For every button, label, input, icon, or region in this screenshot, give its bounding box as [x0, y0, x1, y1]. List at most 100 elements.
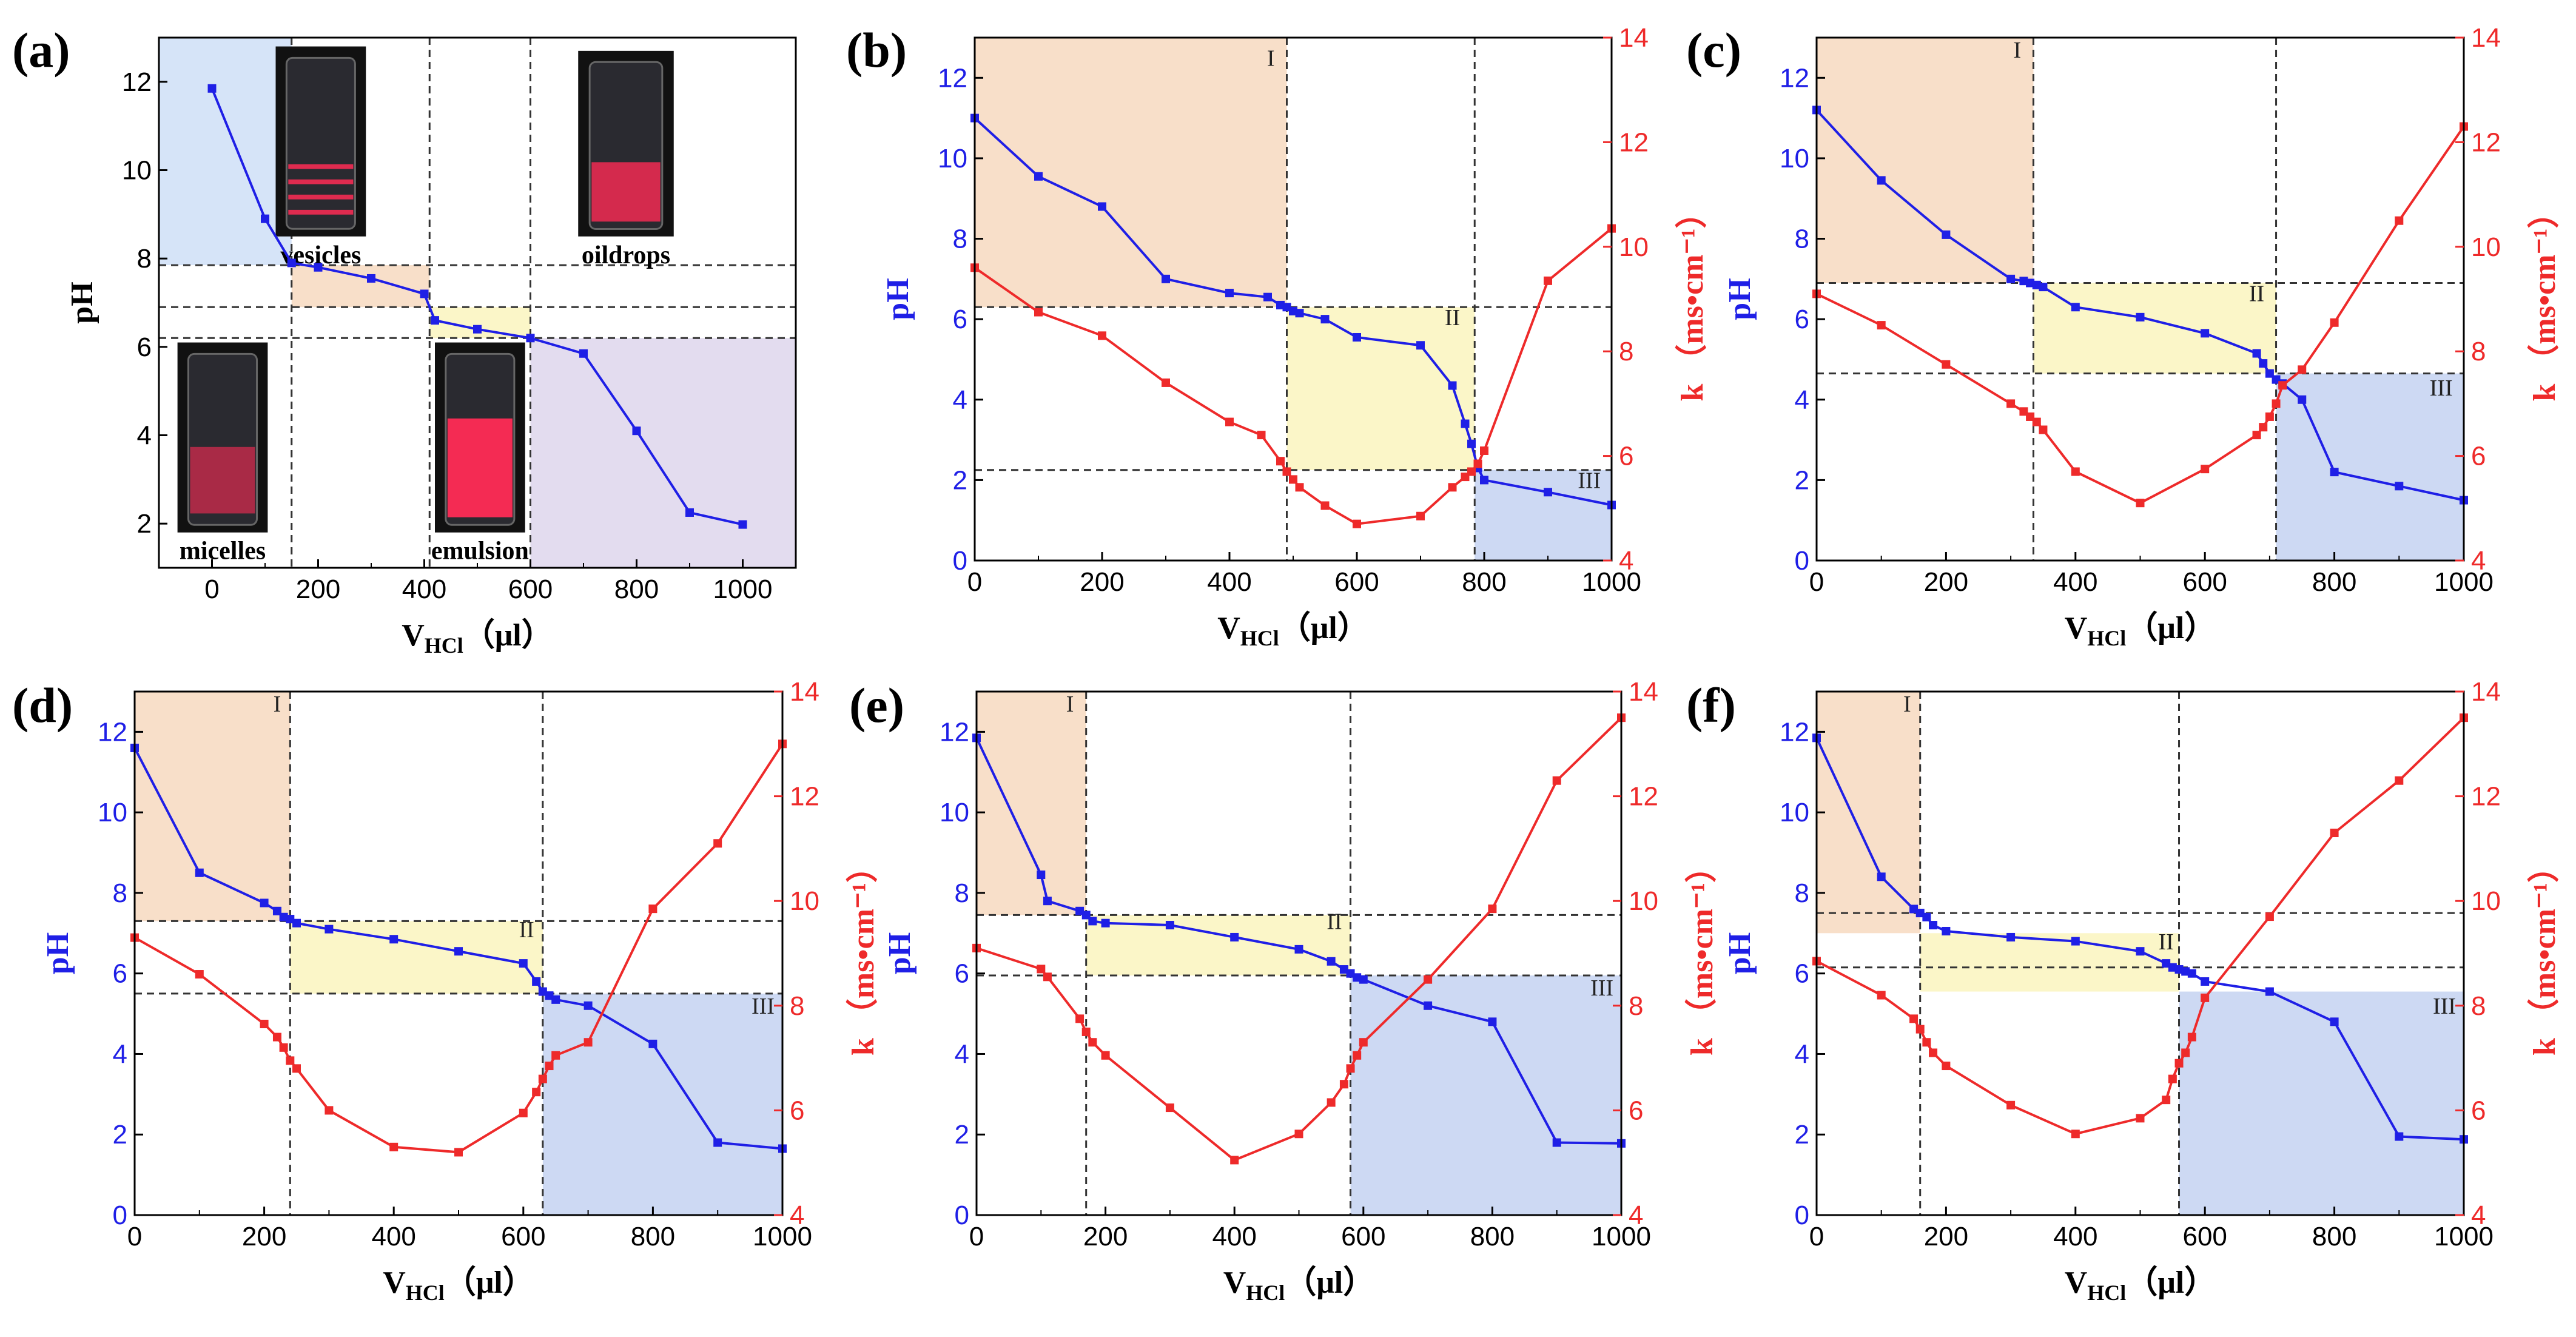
series-k-point — [325, 1106, 334, 1115]
y-tick-label: 6 — [113, 959, 127, 989]
series-pH-point — [454, 947, 463, 956]
series-k-point — [1473, 459, 1482, 468]
series-pH-point — [2252, 349, 2261, 358]
series-pH-point — [1346, 969, 1355, 978]
y-tick-label: 12 — [98, 717, 127, 747]
series-pH-point — [1165, 921, 1174, 930]
x-tick-label: 0 — [967, 567, 982, 597]
glow-band — [288, 209, 354, 215]
series-pH-point — [532, 977, 541, 986]
region-1 — [977, 692, 1086, 915]
y-tick-label: 0 — [953, 546, 967, 576]
y-axis-label: pH — [1723, 932, 1757, 974]
region-4 — [530, 338, 796, 568]
series-pH-point — [2330, 1017, 2339, 1026]
series-k-point — [1162, 378, 1170, 387]
region-label: I — [274, 692, 281, 717]
series-k-point — [1416, 511, 1425, 520]
x-tick-label: 600 — [2182, 1222, 2227, 1251]
photo-label: oildrops — [582, 241, 670, 269]
series-k-point — [1230, 1156, 1239, 1165]
series-k-point — [1448, 483, 1457, 492]
x-axis-label-unit: （μl） — [445, 1265, 534, 1300]
series-pH-point — [1544, 488, 1552, 497]
region-3 — [542, 993, 782, 1215]
y-tick-label: 0 — [1795, 1201, 1809, 1230]
series-pH-point — [2265, 987, 2274, 996]
series-k-point — [1424, 975, 1433, 984]
series-k-point — [713, 839, 722, 848]
series-pH-point — [1075, 906, 1085, 915]
series-pH-point — [2201, 329, 2210, 338]
series-pH-point — [526, 334, 535, 343]
region-3 — [2179, 991, 2464, 1215]
series-pH-point — [1909, 904, 1919, 914]
series-pH-point — [389, 935, 399, 944]
series-k-point — [1282, 467, 1291, 476]
y-tick-label: 8 — [955, 878, 969, 908]
series-k-point — [1327, 1098, 1336, 1107]
series-pH-point — [1294, 945, 1303, 954]
series-k-point — [2265, 412, 2274, 421]
x-tick-label: 600 — [1341, 1222, 1385, 1251]
series-pH-point — [1467, 439, 1476, 448]
series-pH-point — [2168, 963, 2177, 972]
region-1 — [135, 692, 291, 921]
y2-tick-label: 10 — [790, 886, 819, 916]
series-pH-point — [2187, 969, 2196, 978]
series-pH-point — [1037, 871, 1046, 880]
series-k-point — [260, 1020, 269, 1029]
region-2 — [291, 265, 430, 308]
series-pH-point — [1353, 332, 1361, 342]
y-axis-label: pH — [1723, 278, 1757, 320]
x-tick-label: 1000 — [2434, 567, 2494, 597]
y2-tick-label: 10 — [1629, 886, 1658, 916]
x-tick-label: 0 — [127, 1222, 142, 1251]
x-tick-label: 800 — [1462, 567, 1506, 597]
x-axis-label: VHCl（μl） — [2065, 610, 2216, 650]
series-k-point — [1295, 483, 1304, 492]
series-k-point — [292, 1064, 301, 1073]
y-tick-label: 8 — [113, 878, 127, 908]
series-pH-point — [2071, 937, 2080, 946]
series-pH-point — [2272, 375, 2281, 384]
y-tick-label: 0 — [1795, 546, 1809, 576]
glow-band — [591, 162, 661, 222]
series-k-point — [1101, 1051, 1110, 1060]
series-pH-point — [1929, 921, 1938, 930]
series-k-point — [1225, 417, 1234, 426]
x-tick-label: 800 — [2312, 1222, 2356, 1251]
series-pH-point — [2006, 932, 2016, 941]
series-k-point — [1037, 965, 1046, 974]
series-k-point — [1081, 1027, 1091, 1036]
x-tick-label: 0 — [969, 1222, 984, 1251]
y-tick-label: 8 — [1795, 878, 1809, 908]
series-k-point — [1942, 1062, 1951, 1071]
y-tick-label: 6 — [1795, 959, 1809, 989]
x-axis-label-sub: HCl — [1246, 1281, 1285, 1305]
series-pH-point — [314, 263, 323, 272]
series-pH-point — [1877, 872, 1886, 881]
y2-tick-label: 14 — [1629, 677, 1658, 707]
x-tick-label: 800 — [2312, 567, 2356, 597]
x-tick-label: 400 — [2053, 567, 2097, 597]
x-tick-label: 200 — [1924, 1222, 1968, 1251]
y-tick-label: 12 — [940, 717, 969, 747]
x-axis-label-sub: HCl — [425, 633, 463, 658]
series-k-point — [2174, 1059, 2184, 1068]
series-pH-point — [292, 918, 301, 928]
series-pH-point — [2136, 947, 2145, 956]
x-tick-label: 1000 — [1592, 1222, 1651, 1251]
series-k-point — [2039, 425, 2048, 434]
series-k-point — [1353, 519, 1361, 528]
series-k-point — [545, 1062, 554, 1071]
series-pH-point — [1359, 975, 1368, 984]
region-label: I — [1267, 45, 1275, 71]
y-tick-label: 6 — [955, 959, 969, 989]
photo-label: micelles — [180, 537, 266, 565]
series-k-point — [1488, 904, 1497, 914]
y2-axis-label: k （ms•cm⁻¹） — [846, 851, 881, 1056]
